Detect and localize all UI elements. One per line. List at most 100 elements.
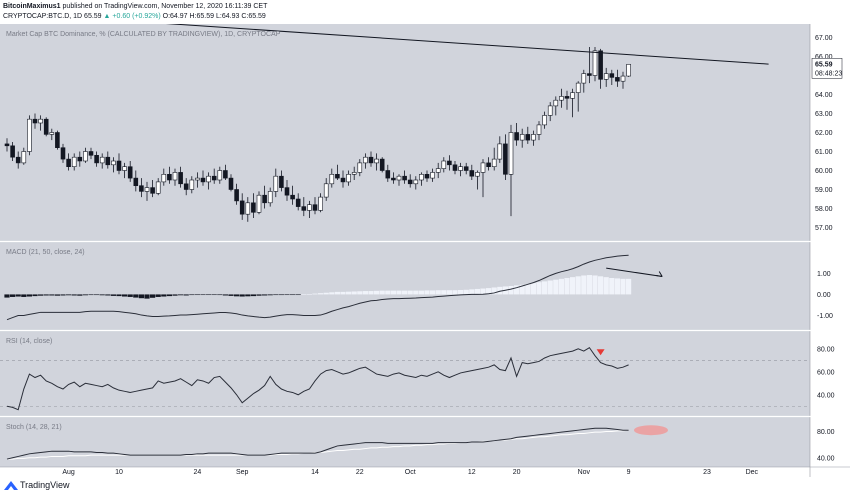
candle-body [346,174,351,183]
macd-histogram-bar [183,294,189,296]
candle-body [284,187,290,196]
candle-body [15,156,21,164]
candle [228,174,234,192]
candle [430,168,435,182]
macd-pane[interactable]: 1.00 0.00 -1.00 MACD (21, 50, close, 24) [4,249,833,321]
candle [290,185,295,205]
candle-body [609,73,615,78]
candle-body [21,151,27,164]
candle [133,170,139,192]
macd-histogram-bar [312,293,318,295]
macd-histogram-bar [206,294,212,296]
price-change: +0.60 (+0.92%) [112,13,161,20]
macd-histogram-bar [77,294,83,296]
chart-area[interactable]: 57.00 58.00 59.00 60.00 61.00 62.00 63.00 64.00… [0,24,850,477]
macd-histogram-bar [469,289,475,295]
candle [127,161,133,182]
candle-body [542,115,547,126]
rsi-pane-title: RSI (14, close) [6,338,52,345]
candle-body [430,172,435,179]
price-tick-label: 66.00 [815,54,833,61]
time-tick-label: Nov [578,469,591,476]
stoch-pane[interactable]: 80.00 40.00 Stoch (14, 28, 21) [6,424,835,462]
candle [363,153,368,169]
macd-histogram-bar [329,292,335,295]
rsi-pane[interactable]: 80.00 60.00 40.00 RSI (14, close) [0,338,835,411]
macd-histogram-bar [211,294,217,296]
time-tick-label: 12 [468,469,476,476]
candle-body [592,50,598,76]
macd-histogram-bar [435,290,441,295]
candle-body [155,181,161,194]
candle-body [88,151,94,156]
candle [83,147,88,163]
candle-body [71,156,77,167]
candle [318,193,323,213]
candle [267,187,273,207]
candle-body [575,82,581,93]
candle-body [262,194,267,204]
change-arrow-icon: ▲ [103,13,111,20]
macd-histogram-bar [530,283,536,295]
candle-body [234,189,239,202]
candle-body [615,77,620,82]
macd-histogram-bar [194,294,200,296]
candle [32,113,38,129]
candle-body [374,158,379,164]
candle-body [183,183,189,190]
price-tick-label: 60.00 [815,168,833,175]
macd-histogram-bar [362,291,368,295]
candle [480,159,486,198]
last-price-label: 65.59 08:48:23 [811,58,842,79]
candle [111,157,116,173]
macd-histogram-bar [542,281,548,295]
candle [335,164,340,180]
resistance-trendline[interactable] [7,24,769,65]
time-tick-label: 23 [703,469,711,476]
rsi-tick-label: 40.00 [817,392,835,399]
candle-body [32,118,38,124]
macd-histogram-bar [575,276,581,295]
candle-body [559,96,564,101]
macd-histogram-bar [614,278,620,295]
candle-body [167,174,172,181]
divergence-arrow[interactable] [606,267,663,278]
candle [307,200,312,218]
time-tick-label: 20 [513,469,521,476]
macd-histogram-bar [458,290,464,295]
macd-histogram-bar [396,290,402,295]
macd-histogram-bar [43,294,49,296]
time-axis[interactable]: Aug 10 24 Sep 14 22 Oct 12 20 Nov 9 23 Dec [62,469,758,476]
macd-histogram-bar [407,290,413,295]
candle [598,48,603,89]
author-name[interactable]: BitcoinMaximus1 [3,3,61,10]
candle-body [178,172,183,185]
candle [71,153,77,171]
macd-histogram-bar [323,292,329,295]
macd-histogram-bar [99,294,105,296]
macd-histogram-bar [15,294,21,297]
candle-body [172,172,178,181]
stoch-highlight-ellipse [634,425,668,436]
macd-histogram-bar [379,290,385,295]
candle-body [279,175,284,188]
candle-body [531,134,536,141]
candle-body [503,143,508,175]
symbol: CRYPTOCAP:BTC.D, 1D [3,13,83,20]
brand-name[interactable]: TradingView [20,480,70,490]
price-tick-label: 62.00 [815,130,833,137]
macd-histogram-bar [256,294,262,296]
candle-body [55,132,60,148]
arrow-head-icon [656,271,663,278]
candle-body [357,162,363,173]
candle [351,166,357,180]
candle-body [469,170,475,177]
candle-body [139,185,144,192]
candle [155,178,161,196]
candle [183,178,189,196]
time-tick-label: 14 [311,469,319,476]
candle-body [323,183,329,198]
price-tick-label: 67.00 [815,35,833,42]
candle [553,96,559,116]
price-pane[interactable]: 57.00 58.00 59.00 60.00 61.00 62.00 63.00 64.00… [4,24,842,232]
